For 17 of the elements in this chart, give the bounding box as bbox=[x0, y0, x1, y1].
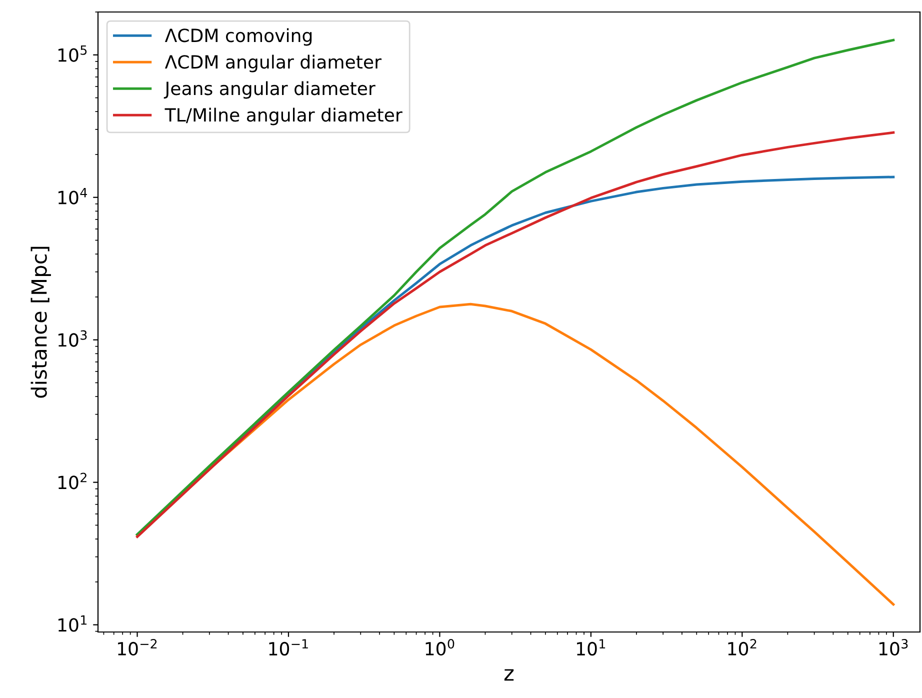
y-axis-title: distance [Mpc] bbox=[30, 246, 51, 398]
x-tick-label: 10$^{1}$ bbox=[577, 639, 606, 656]
legend-label: ΛCDM angular diameter bbox=[164, 54, 382, 72]
y-tick-label: 10$^{1}$ bbox=[58, 615, 87, 632]
legend-label: ΛCDM comoving bbox=[164, 28, 312, 46]
x-axis-title: z bbox=[504, 669, 514, 681]
x-tick-label: 10$^{3}$ bbox=[879, 639, 908, 656]
x-tick-label: 10$^{−1}$ bbox=[269, 639, 308, 656]
y-tick-label: 10$^{4}$ bbox=[58, 188, 87, 204]
legend-label: TL/Milne angular diameter bbox=[164, 108, 402, 126]
y-tick-label: 10$^{2}$ bbox=[58, 472, 86, 490]
y-tick-label: 10$^{3}$ bbox=[58, 330, 87, 347]
x-tick-label: 10$^{2}$ bbox=[728, 639, 756, 656]
x-tick-label: 10$^{0}$ bbox=[426, 639, 454, 656]
y-tick-label: 10$^{5}$ bbox=[58, 46, 87, 62]
x-tick-label: 10$^{−2}$ bbox=[118, 639, 157, 656]
legend-label: Jeans angular diameter bbox=[164, 81, 376, 99]
